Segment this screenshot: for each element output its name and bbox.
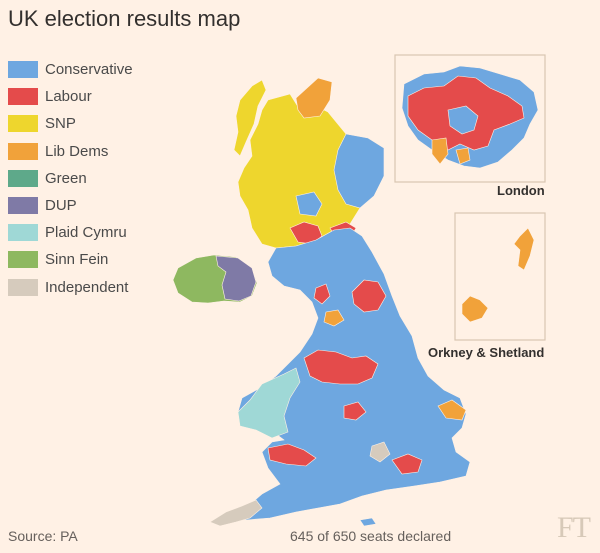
legend-item-lib-dems: Lib Dems xyxy=(8,138,133,165)
legend-label-plaid-cymru: Plaid Cymru xyxy=(45,224,127,242)
legend-label-labour: Labour xyxy=(45,88,92,106)
scotland-borders-conservative xyxy=(295,191,323,217)
london-inset-label: London xyxy=(497,183,545,198)
shetland-islands xyxy=(513,227,535,271)
map-title: UK election results map xyxy=(8,6,241,31)
legend-swatch-sinn-fein xyxy=(8,251,38,269)
legend-swatch-conservative xyxy=(8,61,38,79)
legend-item-conservative: Conservative xyxy=(8,56,133,83)
wales-south-labour xyxy=(267,443,317,467)
southwest-independent xyxy=(369,441,391,463)
cumbria-libdem xyxy=(323,309,345,327)
orkney-islands xyxy=(461,295,489,323)
ft-logo: FT xyxy=(556,511,591,544)
orkney-shetland-inset-label: Orkney & Shetland xyxy=(428,345,545,360)
legend-swatch-snp xyxy=(8,115,38,133)
northwest-england-labour xyxy=(303,349,379,385)
isle-of-wight xyxy=(359,517,377,527)
legend: Conservative Labour SNP Lib Dems Green D… xyxy=(8,56,133,301)
legend-item-snp: SNP xyxy=(8,110,133,137)
midlands-labour xyxy=(343,401,367,421)
legend-item-independent: Independent xyxy=(8,274,133,301)
london-inset-central-conservative xyxy=(447,105,479,135)
scotland-north-libdem xyxy=(295,77,333,119)
northern-ireland-dup-area xyxy=(215,255,257,302)
wales-plaid-area xyxy=(237,367,301,439)
legend-label-lib-dems: Lib Dems xyxy=(45,142,109,160)
legend-item-dup: DUP xyxy=(8,192,133,219)
legend-item-green: Green xyxy=(8,165,133,192)
hebrides-islands xyxy=(233,79,267,157)
legend-label-independent: Independent xyxy=(45,278,129,296)
source-note: Source: PA xyxy=(8,528,78,544)
legend-item-labour: Labour xyxy=(8,83,133,110)
legend-label-green: Green xyxy=(45,169,87,187)
legend-label-dup: DUP xyxy=(45,197,77,215)
seats-declared-note: 645 of 650 seats declared xyxy=(290,528,452,544)
northeast-england-labour xyxy=(351,279,387,313)
legend-swatch-green xyxy=(8,169,38,187)
legend-item-plaid-cymru: Plaid Cymru xyxy=(8,219,133,246)
scotland-central-labour xyxy=(289,221,323,245)
london-inset-libdem xyxy=(431,137,449,165)
london-area-labour xyxy=(391,453,423,475)
orkney-shetland-inset-frame xyxy=(454,212,546,341)
legend-swatch-independent xyxy=(8,278,38,296)
legend-swatch-plaid-cymru xyxy=(8,224,38,242)
legend-swatch-dup xyxy=(8,197,38,215)
legend-label-conservative: Conservative xyxy=(45,61,133,79)
london-inset-frame xyxy=(394,54,546,183)
legend-swatch-labour xyxy=(8,88,38,106)
east-anglia-libdem xyxy=(437,399,467,421)
legend-label-snp: SNP xyxy=(45,115,76,133)
scotland-northeast-conservative xyxy=(333,133,385,209)
legend-swatch-lib-dems xyxy=(8,142,38,160)
legend-label-sinn-fein: Sinn Fein xyxy=(45,251,109,269)
cumbria-labour xyxy=(313,283,331,305)
legend-item-sinn-fein: Sinn Fein xyxy=(8,246,133,273)
cornwall-independent xyxy=(209,499,263,527)
london-inset-libdem-south xyxy=(455,147,471,165)
